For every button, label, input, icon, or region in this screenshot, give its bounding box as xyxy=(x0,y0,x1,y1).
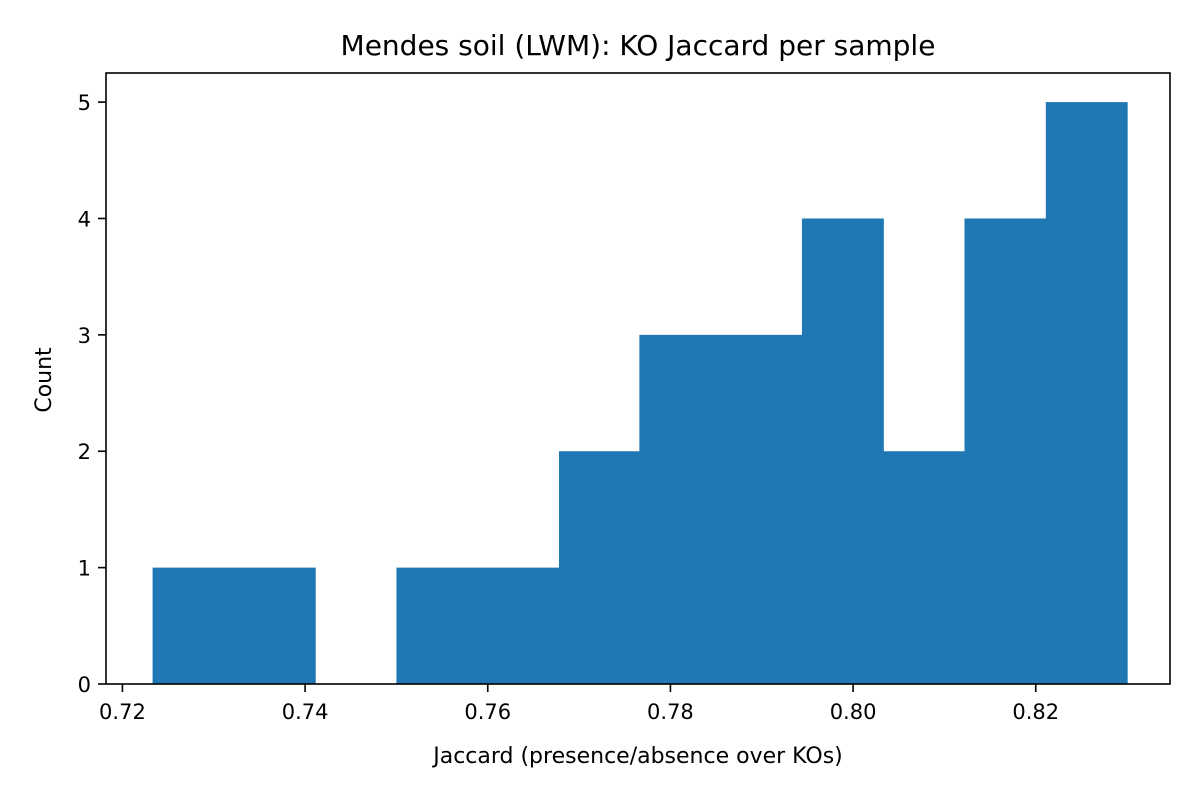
histogram-bar xyxy=(152,567,235,684)
x-tick-label: 0.82 xyxy=(1012,700,1059,724)
bars xyxy=(152,102,1128,685)
histogram-bar xyxy=(233,567,316,684)
x-tick-label: 0.80 xyxy=(830,700,877,724)
x-tick-label: 0.72 xyxy=(99,700,146,724)
x-tick-label: 0.78 xyxy=(647,700,694,724)
histogram-bar xyxy=(883,451,966,684)
y-axis-label: Count xyxy=(32,347,57,413)
histogram-bar xyxy=(477,567,560,684)
histogram-bar xyxy=(396,567,479,684)
y-tick-label: 5 xyxy=(78,91,91,115)
y-tick-label: 3 xyxy=(78,324,91,348)
histogram-bar xyxy=(639,334,722,684)
histogram-bar xyxy=(801,218,884,684)
y-tick-label: 1 xyxy=(78,557,91,581)
y-tick-label: 0 xyxy=(78,673,91,697)
plot-frame xyxy=(105,72,1171,685)
histogram-bar xyxy=(964,218,1047,684)
histogram-bar xyxy=(558,451,640,684)
y-axis-ticks: 0 1 2 3 4 5 xyxy=(78,91,106,697)
histogram-bar xyxy=(1045,102,1128,685)
x-axis-ticks: 0.72 0.74 0.76 0.78 0.80 0.82 xyxy=(99,684,1059,724)
x-tick-label: 0.76 xyxy=(464,700,511,724)
y-tick-label: 4 xyxy=(78,207,91,231)
histogram-bar xyxy=(720,334,803,684)
chart-title: Mendes soil (LWM): KO Jaccard per sample xyxy=(341,29,936,62)
x-tick-label: 0.74 xyxy=(282,700,329,724)
y-tick-label: 2 xyxy=(78,440,91,464)
x-axis-label: Jaccard (presence/absence over KOs) xyxy=(431,744,843,769)
